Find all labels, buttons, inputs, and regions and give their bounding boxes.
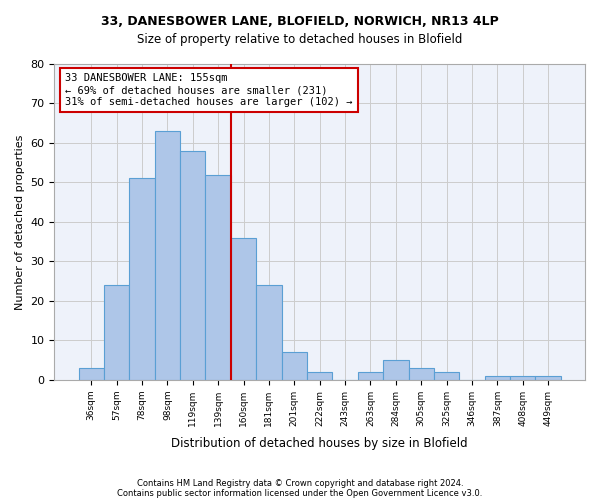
Text: Contains HM Land Registry data © Crown copyright and database right 2024.: Contains HM Land Registry data © Crown c… bbox=[137, 478, 463, 488]
Bar bbox=[256, 285, 281, 380]
Text: 33 DANESBOWER LANE: 155sqm
← 69% of detached houses are smaller (231)
31% of sem: 33 DANESBOWER LANE: 155sqm ← 69% of deta… bbox=[65, 74, 353, 106]
Bar bbox=[485, 376, 510, 380]
Bar bbox=[205, 174, 231, 380]
Bar bbox=[535, 376, 561, 380]
Bar bbox=[434, 372, 460, 380]
Bar bbox=[409, 368, 434, 380]
Y-axis label: Number of detached properties: Number of detached properties bbox=[15, 134, 25, 310]
Bar bbox=[231, 238, 256, 380]
Text: 33, DANESBOWER LANE, BLOFIELD, NORWICH, NR13 4LP: 33, DANESBOWER LANE, BLOFIELD, NORWICH, … bbox=[101, 15, 499, 28]
Bar bbox=[129, 178, 155, 380]
Bar bbox=[155, 131, 180, 380]
X-axis label: Distribution of detached houses by size in Blofield: Distribution of detached houses by size … bbox=[172, 437, 468, 450]
Bar bbox=[104, 285, 129, 380]
Text: Size of property relative to detached houses in Blofield: Size of property relative to detached ho… bbox=[137, 32, 463, 46]
Bar bbox=[307, 372, 332, 380]
Bar bbox=[383, 360, 409, 380]
Bar bbox=[358, 372, 383, 380]
Bar bbox=[79, 368, 104, 380]
Bar bbox=[510, 376, 535, 380]
Bar bbox=[180, 151, 205, 380]
Text: Contains public sector information licensed under the Open Government Licence v3: Contains public sector information licen… bbox=[118, 488, 482, 498]
Bar bbox=[281, 352, 307, 380]
